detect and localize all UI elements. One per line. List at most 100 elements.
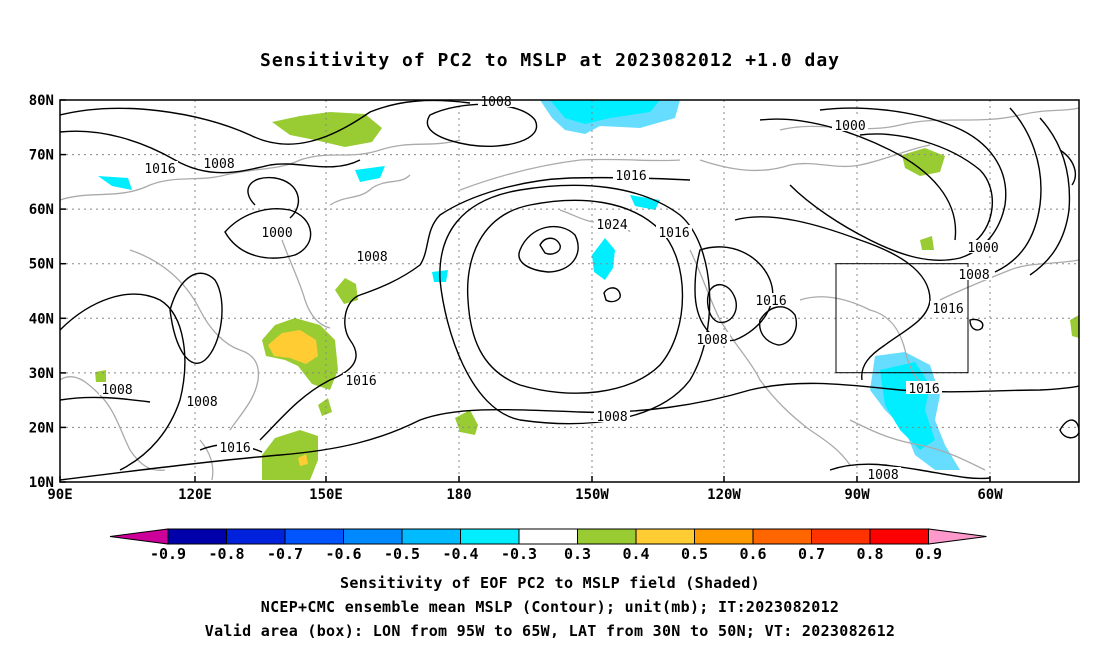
lat-label: 30N (29, 366, 54, 382)
contour-labels: 1008 1016 1008 1000 1008 1016 1024 1016 1016 1008… (99, 94, 1001, 483)
colorbar-swatch (518, 528, 578, 545)
tick-marks (59, 99, 991, 483)
contour-label-bg (965, 240, 1001, 253)
colorbar-arrow-right (928, 528, 987, 545)
contour-label: 1016 (755, 294, 786, 309)
contour-label-bg (99, 382, 135, 395)
shade-cyan-north (355, 166, 385, 182)
contour-label: 1000 (261, 226, 292, 241)
contour-label: 1024 (596, 218, 627, 233)
colorbar-tick-label: 0.5 (681, 545, 708, 563)
contour-label: 1016 (908, 382, 939, 397)
lon-label: 90W (844, 487, 870, 503)
colorbar-tick-label: 0.7 (798, 545, 825, 563)
contour-label-bg (753, 293, 789, 306)
contour-label-bg (354, 249, 390, 262)
shade-green-siberia (272, 112, 382, 147)
colorbar-swatch (343, 528, 403, 545)
contour-label: 1008 (596, 410, 627, 425)
colorbar-swatch (226, 528, 286, 545)
shade-green-small1 (318, 398, 332, 416)
colorbar-tick-label: -0.6 (325, 545, 361, 563)
contour-label: 1008 (696, 333, 727, 348)
valid-area-box (835, 263, 969, 374)
colorbar-swatch (460, 528, 520, 545)
colorbar-tick-label: 0.4 (622, 545, 649, 563)
colorbar-swatch (284, 528, 344, 545)
lon-label: 150W (575, 487, 609, 503)
contour-label: 1016 (219, 441, 250, 456)
lon-label: 60W (977, 487, 1003, 503)
contour-label-bg (956, 267, 992, 280)
contour-label: 1008 (101, 383, 132, 398)
map-frame (59, 99, 1080, 483)
contour-label: 1008 (867, 468, 898, 483)
contour-label-bg (656, 225, 692, 238)
shade-orange-japan (268, 330, 318, 364)
colorbar-swatch (167, 528, 227, 545)
lat-lon-grid (60, 100, 1079, 482)
colorbar-swatch (577, 528, 637, 545)
colorbar-tick-label: 0.8 (856, 545, 883, 563)
contour-label-bg (594, 217, 630, 230)
colorbar-swatch (694, 528, 754, 545)
contour-label: 1016 (144, 162, 175, 177)
lat-label: 60N (29, 202, 54, 218)
lon-label: 90E (47, 487, 72, 503)
lon-label: 180 (446, 487, 471, 503)
lon-label: 120W (707, 487, 741, 503)
contour-label: 1016 (615, 169, 646, 184)
colorbar-arrow-left (109, 528, 169, 545)
contour-label: 1008 (480, 95, 511, 110)
shade-green-pac (455, 410, 478, 435)
lon-label: 150E (309, 487, 343, 503)
contour-label: 1016 (932, 302, 963, 317)
lat-label: 80N (29, 93, 54, 109)
colorbar-tick-label: 0.3 (564, 545, 591, 563)
colorbar-swatch (635, 528, 695, 545)
contour-label-bg (217, 440, 253, 453)
colorbar-swatch (752, 528, 812, 545)
caption-line-2: NCEP+CMC ensemble mean MSLP (Contour); u… (260, 598, 840, 616)
contour-label: 1008 (356, 250, 387, 265)
lon-label: 120E (178, 487, 212, 503)
contour-label-bg (201, 156, 237, 169)
contour-label-bg (694, 332, 730, 345)
contour-label-bg (142, 161, 178, 174)
lon-axis-labels: 90E 120E 150E 180 150W 120W 90W 60W (47, 487, 1003, 503)
shade-orange-phil (298, 454, 308, 466)
contour-label-bg (594, 409, 630, 422)
contour-label-bg (259, 225, 295, 238)
contour-label-bg (906, 381, 942, 394)
colorbar-tick-label: -0.8 (208, 545, 244, 563)
lat-label: 10N (29, 475, 54, 491)
shade-cyan-ne (630, 195, 660, 210)
lat-label: 70N (29, 148, 54, 164)
shade-green-kuril (335, 278, 358, 304)
shade-cyan-arctic-inner (550, 100, 660, 124)
colorbar-swatch (401, 528, 461, 545)
lat-label: 20N (29, 420, 54, 436)
colorbar-tick-label: -0.3 (501, 545, 537, 563)
colorbar-tick-label: -0.9 (150, 545, 186, 563)
lat-axis-labels: 80N 70N 60N 50N 40N 30N 20N 10N (29, 93, 54, 491)
shade-green-small4 (95, 370, 106, 382)
colorbar-tick-label: -0.7 (267, 545, 303, 563)
lat-label: 50N (29, 257, 54, 273)
colorbar-tick-label: -0.5 (384, 545, 420, 563)
caption-line-3: Valid area (box): LON from 95W to 65W, L… (204, 622, 896, 640)
caption-line-1: Sensitivity of EOF PC2 to MSLP field (Sh… (340, 574, 760, 592)
contour-label: 1008 (186, 395, 217, 410)
mslp-contours (60, 100, 1079, 481)
contour-label: 1000 (967, 241, 998, 256)
colorbar-tick-label: 0.9 (915, 545, 942, 563)
contour-label: 1016 (345, 374, 376, 389)
contour-label-bg (343, 373, 379, 386)
shade-cyan-pacific (592, 238, 615, 280)
contour-label-bg (832, 118, 868, 131)
shade-green-small3 (1070, 315, 1079, 338)
contour-label: 1008 (958, 268, 989, 283)
shade-green-phil (262, 430, 318, 480)
colorbar-tick-label: 0.6 (739, 545, 766, 563)
